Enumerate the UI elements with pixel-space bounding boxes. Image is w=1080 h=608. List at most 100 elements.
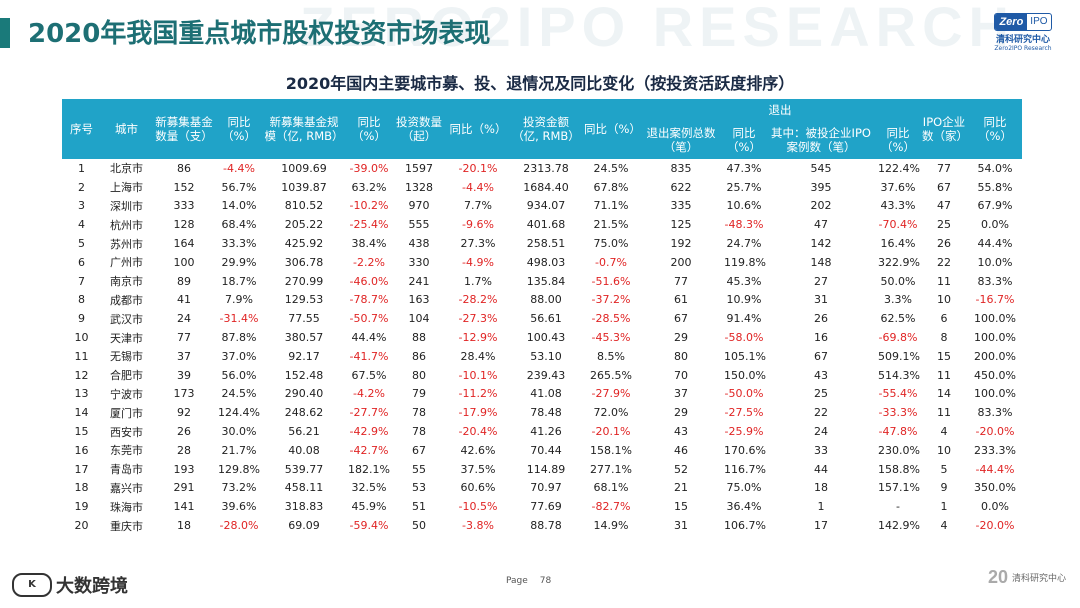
- logo-cn-text: 清科研究中心: [995, 35, 1050, 45]
- table-cell: 70.44: [530, 443, 562, 457]
- table-cell: 10: [937, 443, 951, 457]
- table-cell: 12: [74, 368, 89, 382]
- table-cell: -27.3%: [458, 312, 498, 326]
- table-cell: 67: [412, 443, 426, 457]
- table-row: 11 无锡市 37 37.0% 92.17 -41.7% 86 28.4% 53.10 8.5% 8…: [62, 347, 1022, 366]
- table-cell: 11: [937, 274, 951, 288]
- table-cell: -42.9%: [349, 425, 389, 439]
- table-cell: 539.77: [284, 462, 324, 476]
- table-cell: 86: [177, 161, 191, 175]
- city-market-table: 序号 城市 新募集基金数量（支） 同比（%） 新募集基金规模（亿, RMB） 同…: [62, 99, 1022, 535]
- table-row: 10 天津市 77 87.8% 380.57 44.4% 88 -12.9% 100.43 -45…: [62, 328, 1022, 347]
- table-cell: -20.1%: [458, 161, 498, 175]
- table-cell: -44.4%: [975, 462, 1015, 476]
- table-cell: 18.7%: [221, 274, 257, 288]
- table-cell: 5: [940, 462, 948, 476]
- table-cell: 270.99: [284, 274, 324, 288]
- table-cell: 86: [412, 349, 426, 363]
- table-cell: -28.2%: [458, 293, 498, 307]
- table-cell: 458.11: [284, 481, 324, 495]
- footer-right-mark: 20: [987, 567, 1008, 587]
- table-cell: 152: [173, 180, 195, 194]
- table-cell: 4: [940, 425, 948, 439]
- table-cell: -4.4%: [462, 180, 494, 194]
- table-subtitle: 2020年国内主要城市募、投、退情况及同比变化（按投资活跃度排序）: [285, 74, 795, 93]
- table-cell: -48.3%: [724, 218, 764, 232]
- table-cell: 239.43: [526, 368, 566, 382]
- city-cell: 北京市: [110, 162, 143, 176]
- table-cell: 182.1%: [348, 462, 390, 476]
- header-cell: 同比（%）: [346, 99, 392, 159]
- city-cell: 武汉市: [110, 312, 143, 326]
- header-cell: 新募集基金数量（支）: [152, 99, 216, 159]
- table-cell: 1328: [405, 180, 433, 194]
- table-cell: 68.1%: [593, 481, 629, 495]
- table-cell: 24.7%: [726, 237, 762, 251]
- table-cell: 92.17: [288, 349, 320, 363]
- table-cell: 21: [674, 481, 688, 495]
- table-cell: -59.4%: [349, 519, 389, 533]
- table-cell: 26: [937, 237, 951, 251]
- table-cell: -50.7%: [349, 312, 389, 326]
- table-cell: 202: [810, 199, 832, 213]
- table-cell: 2: [78, 180, 85, 194]
- city-cell: 深圳市: [110, 199, 143, 213]
- table-cell: 14.0%: [221, 199, 257, 213]
- table-cell: 4: [940, 519, 948, 533]
- table-cell: 17: [74, 462, 89, 476]
- table-cell: -31.4%: [219, 312, 259, 326]
- zero2ipo-logo: Zero IPO 清科研究中心 Zero2IPO Research: [988, 10, 1058, 52]
- table-cell: 43.3%: [880, 199, 916, 213]
- table-cell: -25.9%: [724, 425, 764, 439]
- table-cell: 129.53: [284, 293, 324, 307]
- table-cell: 8: [78, 293, 85, 307]
- table-cell: 21.7%: [221, 443, 257, 457]
- table-cell: 158.1%: [590, 443, 632, 457]
- table-cell: 290.40: [284, 387, 324, 401]
- city-cell: 广州市: [110, 256, 143, 270]
- table-cell: 60.6%: [460, 481, 496, 495]
- watermark: ZERO2IPO RESEARCH: [300, 0, 1015, 58]
- table-cell: 173: [173, 387, 195, 401]
- table-cell: 6: [78, 255, 85, 269]
- page-label: Page: [506, 576, 528, 586]
- table-cell: 78: [412, 406, 426, 420]
- table-cell: 100.0%: [974, 387, 1016, 401]
- table-cell: 52: [674, 462, 688, 476]
- table-cell: 277.1%: [590, 462, 632, 476]
- footer-right-text: 清科研究中心: [1011, 574, 1066, 584]
- city-cell: 青岛市: [110, 463, 143, 477]
- table-cell: 5: [78, 237, 85, 251]
- table-cell: 28.4%: [460, 349, 496, 363]
- table-cell: -11.2%: [458, 387, 498, 401]
- table-row: 14 厦门市 92 124.4% 248.62 -27.7% 78 -17.9% 78.48 72…: [62, 403, 1022, 422]
- table-cell: 45.9%: [351, 500, 387, 514]
- table-cell: 15: [74, 425, 89, 439]
- header-group-exit: 退出: [640, 99, 920, 121]
- table-cell: -45.3%: [591, 331, 631, 345]
- table-cell: 10: [937, 293, 951, 307]
- table-cell: 21.5%: [593, 218, 629, 232]
- table-cell: 77.69: [530, 500, 562, 514]
- table-cell: 32.5%: [351, 481, 387, 495]
- table-cell: 0.0%: [981, 218, 1009, 232]
- table-cell: -55.4%: [878, 387, 918, 401]
- table-cell: 148: [810, 255, 832, 269]
- table-cell: 29: [674, 331, 688, 345]
- table-cell: 44: [814, 462, 828, 476]
- table-cell: 318.83: [284, 500, 324, 514]
- table-cell: 24: [177, 312, 191, 326]
- city-cell: 合肥市: [110, 369, 143, 383]
- city-cell: 西安市: [110, 425, 143, 439]
- header-cell: 城市: [101, 99, 152, 159]
- header-cell: IPO企业数（家）: [920, 99, 968, 159]
- table-cell: 163: [408, 293, 430, 307]
- table-cell: 78.48: [530, 406, 562, 420]
- table-cell: 37.6%: [880, 180, 916, 194]
- table-cell: 1009.69: [281, 161, 327, 175]
- table-cell: -10.1%: [458, 368, 498, 382]
- city-cell: 苏州市: [110, 237, 143, 251]
- table-cell: -41.7%: [349, 349, 389, 363]
- table-cell: 41.08: [530, 387, 562, 401]
- table-cell: 8: [940, 331, 948, 345]
